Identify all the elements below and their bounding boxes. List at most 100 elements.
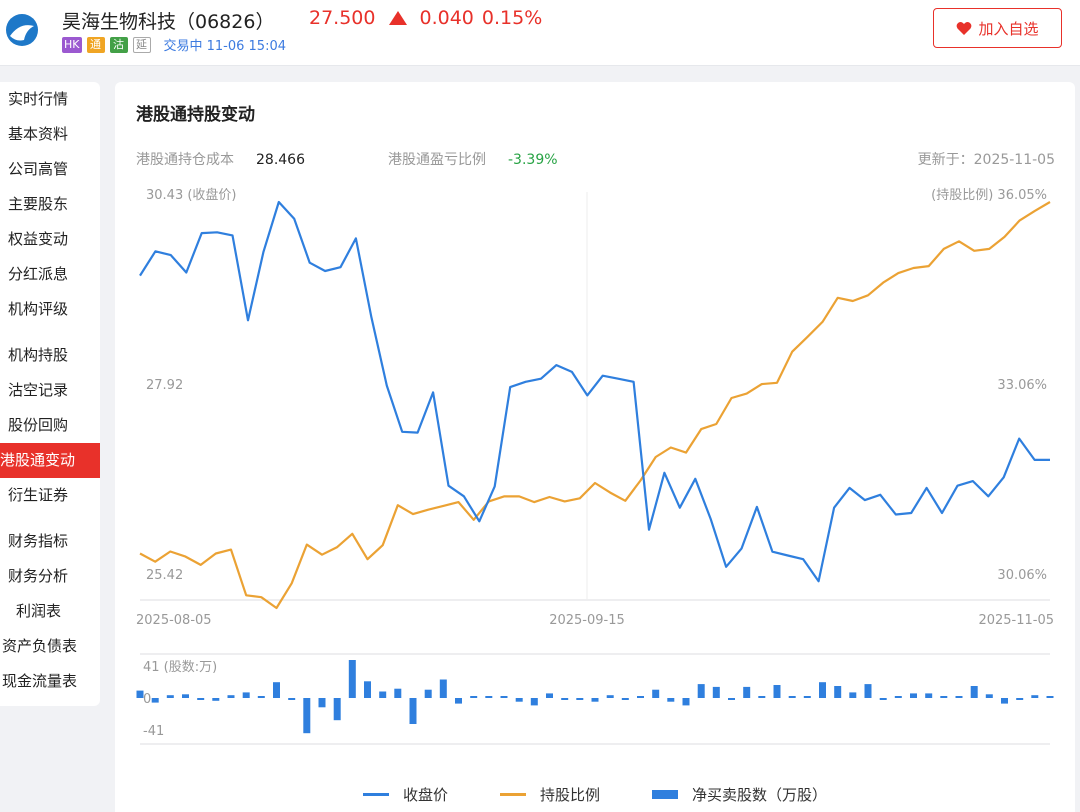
stock-name: 昊海生物科技（06826） — [62, 11, 275, 33]
volume-bar — [166, 695, 174, 698]
holding-legend-swatch-icon — [499, 793, 526, 796]
volume-bar — [773, 685, 781, 698]
right-axis-tick-label: 33.06% — [997, 378, 1047, 393]
volume-bar — [743, 686, 751, 698]
stock-badges: HK 通 沽 延 交易中 11-06 15:04 — [62, 35, 286, 54]
holding-cost-value: 28.466 — [256, 152, 305, 168]
pnl-ratio-label: 港股通盈亏比例 — [388, 152, 486, 168]
volume-bar — [530, 698, 538, 706]
up-arrow-icon — [389, 11, 408, 25]
volume-bar — [364, 681, 371, 698]
volume-bar — [303, 698, 311, 734]
volume-bar — [864, 684, 872, 698]
legend-label-volume: 净买卖股数（万股） — [692, 786, 828, 804]
volume-bar — [424, 689, 432, 698]
volume-axis-tick-label: -41 — [143, 724, 164, 739]
sidebar-item-balance-sheet[interactable]: 资产负债表 — [2, 637, 78, 655]
volume-bar — [151, 698, 159, 703]
connect-badge: 通 — [86, 36, 105, 53]
add-watchlist-label: 加入自选 — [978, 19, 1039, 38]
volume-bar — [728, 698, 735, 700]
volume-bar — [606, 695, 614, 698]
legend-item-volume[interactable]: 净买卖股数（万股） — [652, 784, 827, 805]
volume-bar — [288, 698, 296, 700]
volume-bar — [546, 693, 553, 698]
legend-item-holding[interactable]: 持股比例 — [499, 784, 600, 805]
trade-status: 交易中 11-06 15:04 — [163, 39, 287, 54]
volume-bar — [1046, 696, 1054, 698]
sidebar-item-financial-indicators[interactable]: 财务指标 — [8, 532, 69, 550]
sidebar-item-executives[interactable]: 公司高管 — [8, 160, 69, 178]
sidebar-item-income-statement[interactable]: 利润表 — [16, 602, 62, 620]
sidebar-item-ratings[interactable]: 机构评级 — [8, 300, 69, 318]
legend-label-price: 收盘价 — [402, 786, 448, 804]
volume-bar — [894, 696, 902, 698]
volume-bar — [485, 696, 493, 698]
left-axis-tick-label: 27.92 — [146, 378, 183, 393]
volume-bar — [409, 698, 417, 724]
volume-bar — [348, 660, 356, 698]
volume-bar — [591, 698, 599, 702]
volume-bar — [667, 698, 675, 702]
volume-bar — [621, 698, 629, 700]
left-axis-tick-label: 30.43 (收盘价) — [146, 187, 237, 203]
price-legend-swatch-icon — [362, 793, 389, 796]
volume-bar — [637, 696, 644, 698]
volume-bar — [182, 694, 189, 698]
close-price-line — [139, 200, 1050, 583]
legend-item-price[interactable]: 收盘价 — [362, 784, 448, 805]
x-axis-tick-label: 2025-11-05 — [978, 613, 1054, 628]
volume-bar — [136, 690, 144, 698]
price-quote: 27.500 0.040 0.15% — [309, 7, 542, 29]
volume-bar — [970, 686, 978, 698]
volume-bar — [1016, 698, 1024, 700]
volume-bar — [925, 693, 933, 698]
volume-bar — [576, 698, 584, 700]
stock-header: 昊海生物科技（06826） 27.500 0.040 0.15% HK 通 沽 … — [0, 0, 1080, 66]
sidebar-item-derivatives[interactable]: 衍生证券 — [8, 486, 69, 504]
volume-bar — [333, 698, 341, 721]
holding-ratio-line — [139, 201, 1051, 610]
add-watchlist-button[interactable]: 加入自选 — [933, 8, 1062, 48]
holding-cost: 港股通持仓成本 28.466 — [136, 149, 305, 169]
volume-bar — [318, 698, 326, 708]
sidebar-item-connect-holdings[interactable]: 港股通变动 — [0, 443, 100, 478]
left-axis-tick-label: 25.42 — [146, 568, 183, 583]
short-sell-badge: 沽 — [109, 36, 128, 53]
right-axis-tick-label: (持股比例) 36.05% — [931, 188, 1047, 203]
volume-bar — [561, 698, 569, 700]
sidebar-item-buyback[interactable]: 股份回购 — [8, 416, 69, 434]
sidebar-item-profile[interactable]: 基本资料 — [8, 125, 69, 143]
sidebar-item-dividends[interactable]: 分红派息 — [8, 265, 69, 283]
volume-bar — [1031, 695, 1039, 698]
heart-icon — [957, 21, 972, 35]
volume-bar — [834, 686, 842, 698]
pnl-ratio-value: -3.39% — [508, 152, 558, 168]
holdings-chart[interactable]: 30.43 (收盘价) 27.92 25.42 (持股比例) 36.05% 33.06%… — [115, 82, 1075, 782]
volume-bar — [212, 698, 220, 701]
volume-bar — [819, 682, 826, 698]
legend-label-holding: 持股比例 — [539, 786, 600, 804]
sidebar-item-equity-change[interactable]: 权益变动 — [8, 230, 69, 248]
volume-bar — [682, 698, 690, 706]
volume-bar — [455, 698, 462, 704]
sidebar-item-short-selling[interactable]: 沽空记录 — [8, 381, 69, 399]
sidebar-item-financial-analysis[interactable]: 财务分析 — [8, 567, 69, 585]
volume-bar — [500, 696, 508, 698]
sidebar-item-realtime[interactable]: 实时行情 — [8, 90, 69, 108]
company-logo-icon — [6, 14, 38, 46]
sidebar-item-cash-flow[interactable]: 现金流量表 — [2, 672, 78, 690]
volume-bar — [257, 696, 265, 698]
volume-bar — [273, 682, 280, 698]
volume-bar — [985, 694, 993, 698]
sidebar-item-shareholders[interactable]: 主要股东 — [8, 195, 69, 213]
right-axis-tick-label: 30.06% — [997, 568, 1047, 583]
volume-bar — [940, 696, 948, 698]
update-time: 更新于：2025-11-05 — [917, 152, 1055, 168]
connect-holdings-panel: 港股通持股变动 港股通持仓成本 28.466 港股通盈亏比例 -3.39% 更新于：… — [115, 82, 1075, 812]
volume-bar — [227, 695, 235, 698]
volume-bar — [712, 686, 720, 698]
sidebar-nav: 实时行情 基本资料 公司高管 主要股东 权益变动 分红派息 机构评级 机构持股 … — [0, 82, 100, 706]
sidebar-item-institutional[interactable]: 机构持股 — [8, 346, 69, 364]
volume-bar — [849, 692, 857, 698]
